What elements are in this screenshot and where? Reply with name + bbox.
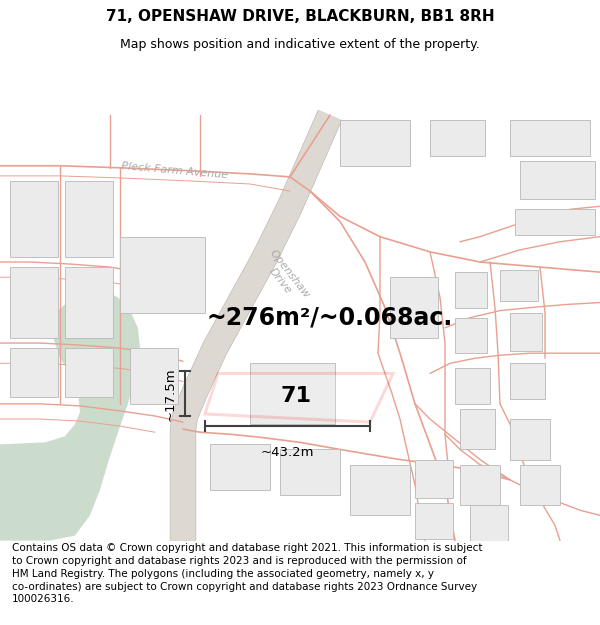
Text: ~17.5m: ~17.5m: [164, 367, 177, 421]
Polygon shape: [205, 374, 393, 422]
Bar: [415, 503, 453, 539]
Bar: [10, 267, 58, 338]
Bar: [350, 464, 410, 515]
Bar: [510, 312, 542, 351]
Text: 71, OPENSHAW DRIVE, BLACKBURN, BB1 8RH: 71, OPENSHAW DRIVE, BLACKBURN, BB1 8RH: [106, 9, 494, 24]
Text: Pleck Farm Avenue: Pleck Farm Avenue: [121, 161, 229, 181]
Bar: [430, 120, 485, 156]
Bar: [470, 505, 508, 541]
Bar: [10, 181, 58, 257]
Bar: [340, 120, 410, 166]
Bar: [250, 363, 335, 424]
Bar: [65, 348, 113, 397]
Bar: [510, 363, 545, 399]
Bar: [455, 318, 487, 353]
Bar: [460, 409, 495, 449]
Bar: [515, 209, 595, 234]
Bar: [460, 464, 500, 505]
Bar: [65, 181, 113, 257]
Bar: [455, 368, 490, 404]
Polygon shape: [0, 291, 140, 541]
Text: 71: 71: [281, 386, 312, 406]
Bar: [510, 419, 550, 459]
Bar: [520, 464, 560, 505]
Bar: [10, 348, 58, 397]
Bar: [455, 272, 487, 308]
Bar: [130, 348, 178, 404]
Bar: [210, 444, 270, 490]
Bar: [415, 459, 453, 498]
Bar: [120, 237, 205, 312]
Bar: [520, 161, 595, 199]
Bar: [390, 278, 438, 338]
Text: Map shows position and indicative extent of the property.: Map shows position and indicative extent…: [120, 38, 480, 51]
Text: ~276m²/~0.068ac.: ~276m²/~0.068ac.: [207, 306, 453, 330]
Text: Openshaw
Drive: Openshaw Drive: [259, 248, 311, 307]
Bar: [280, 449, 340, 495]
Text: ~43.2m: ~43.2m: [261, 446, 314, 459]
Bar: [65, 267, 113, 338]
Bar: [510, 120, 590, 156]
Text: Contains OS data © Crown copyright and database right 2021. This information is : Contains OS data © Crown copyright and d…: [12, 543, 482, 604]
Bar: [500, 270, 538, 301]
